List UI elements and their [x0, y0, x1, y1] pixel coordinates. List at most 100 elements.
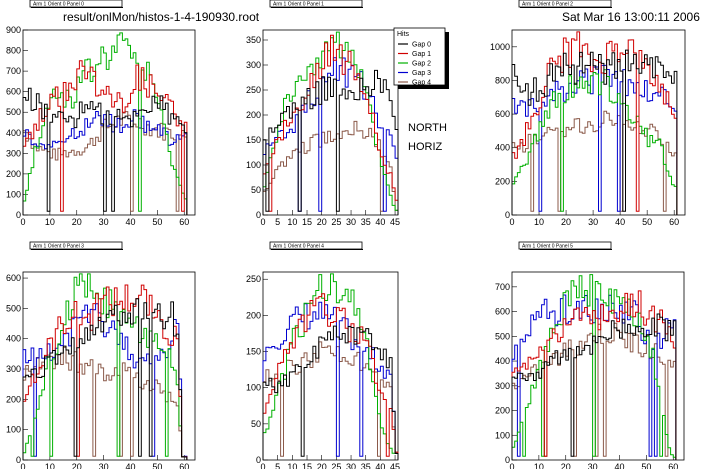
y-tick-label: 800 — [6, 46, 21, 56]
y-tick-label: 150 — [246, 135, 261, 145]
y-tick-label: 250 — [246, 274, 261, 284]
series-gap-2 — [511, 69, 678, 215]
plot-frame — [262, 29, 399, 216]
y-tick-label: 100 — [246, 383, 261, 393]
series-gap-1 — [511, 290, 677, 460]
x-tick-label: 30 — [99, 217, 109, 227]
timestamp: Sat Mar 16 13:00:11 2006 — [562, 10, 700, 24]
x-tick-label: 40 — [375, 217, 385, 227]
y-tick-label: 400 — [495, 143, 510, 153]
legend-entry: Gap 2 — [412, 61, 431, 68]
x-tick-label: 60 — [179, 462, 189, 469]
x-tick-label: 0 — [260, 462, 265, 469]
x-tick-label: 50 — [152, 217, 162, 227]
file-label: result/onlMon/histos-1-4-190930.root — [63, 10, 260, 24]
series-gap-4 — [262, 120, 399, 215]
series-gap-0 — [262, 69, 399, 215]
y-tick-label: 800 — [495, 75, 510, 85]
series-gap-1 — [22, 284, 188, 460]
x-tick-label: 35 — [361, 217, 371, 227]
y-tick-label: 100 — [246, 160, 261, 170]
x-tick-label: 20 — [561, 217, 571, 227]
legend-entry: Gap 1 — [412, 51, 431, 58]
y-tick-label: 200 — [6, 394, 21, 404]
x-tick-label: 20 — [72, 217, 82, 227]
x-tick-label: 0 — [20, 462, 25, 469]
y-tick-label: 0 — [256, 455, 261, 465]
y-tick-label: 1000 — [490, 42, 510, 52]
x-tick-label: 40 — [125, 462, 135, 469]
x-tick-label: 30 — [588, 462, 598, 469]
x-tick-label: 45 — [390, 217, 400, 227]
x-tick-label: 50 — [152, 462, 162, 469]
series-gap-0 — [22, 87, 188, 215]
y-tick-label: 200 — [495, 406, 510, 416]
y-tick-label: 700 — [6, 66, 21, 76]
y-tick-label: 700 — [495, 282, 510, 292]
y-tick-label: 0 — [16, 455, 21, 465]
x-tick-label: 5 — [275, 217, 280, 227]
x-tick-label: 50 — [641, 462, 651, 469]
legend-entry: Gap 0 — [412, 42, 431, 49]
y-tick-label: 400 — [6, 334, 21, 344]
x-tick-label: 5 — [275, 462, 280, 469]
y-tick-label: 200 — [495, 176, 510, 186]
y-tick-label: 900 — [6, 25, 21, 35]
y-tick-label: 400 — [6, 128, 21, 138]
y-tick-label: 100 — [6, 189, 21, 199]
y-tick-label: 0 — [505, 455, 510, 465]
y-tick-label: 250 — [246, 85, 261, 95]
x-tick-label: 40 — [375, 462, 385, 469]
x-tick-label: 30 — [588, 217, 598, 227]
x-tick-label: 25 — [331, 462, 341, 469]
x-tick-label: 10 — [287, 462, 297, 469]
x-tick-label: 60 — [668, 462, 678, 469]
y-tick-label: 50 — [251, 185, 261, 195]
y-tick-label: 500 — [6, 303, 21, 313]
x-tick-label: 0 — [20, 217, 25, 227]
x-tick-label: 45 — [390, 462, 400, 469]
y-tick-label: 350 — [246, 35, 261, 45]
y-tick-label: 300 — [6, 148, 21, 158]
series-gap-0 — [511, 313, 677, 460]
panel-1: Arm 1 Orient 0 Panel 10 5 10 15 20 25 30 35 40 45… — [246, 0, 400, 227]
x-tick-label: 10 — [45, 462, 55, 469]
x-tick-label: 40 — [614, 462, 624, 469]
series-gap-2 — [262, 273, 399, 460]
legend-entry: Gap 3 — [412, 70, 431, 77]
panel-title: Arm 1 Orient 0 Panel 1 — [273, 1, 324, 7]
panel-2: Arm 1 Orient 0 Panel 20 10 20 30 40 50 6002004… — [490, 0, 686, 227]
y-tick-label: 300 — [6, 364, 21, 374]
x-tick-label: 0 — [509, 462, 514, 469]
x-tick-label: 20 — [317, 217, 327, 227]
panel-title: Arm 1 Orient 0 Panel 5 — [522, 243, 573, 249]
y-tick-label: 0 — [16, 210, 21, 220]
legend-entry: Gap 4 — [412, 80, 431, 87]
y-tick-label: 500 — [6, 107, 21, 117]
x-tick-label: 40 — [615, 217, 625, 227]
panel-title: Arm 1 Orient 0 Panel 4 — [273, 243, 324, 249]
x-tick-label: 20 — [72, 462, 82, 469]
x-tick-label: 10 — [534, 217, 544, 227]
panel-5: Arm 1 Orient 0 Panel 50 10 20 30 40 50 6001002… — [495, 241, 685, 469]
series-gap-2 — [511, 274, 677, 460]
x-tick-label: 40 — [125, 217, 135, 227]
y-tick-label: 200 — [6, 169, 21, 179]
y-tick-label: 100 — [6, 425, 21, 435]
x-tick-label: 0 — [260, 217, 265, 227]
x-tick-label: 20 — [317, 462, 327, 469]
x-tick-label: 60 — [179, 217, 189, 227]
y-tick-label: 500 — [495, 331, 510, 341]
panel-title: Arm 1 Orient 0 Panel 3 — [33, 243, 84, 249]
annotation-horiz: HORIZ — [408, 141, 443, 153]
y-tick-label: 200 — [246, 110, 261, 120]
y-tick-label: 600 — [6, 87, 21, 97]
y-tick-label: 200 — [246, 310, 261, 320]
x-tick-label: 10 — [45, 217, 55, 227]
series-gap-1 — [511, 31, 678, 215]
x-tick-label: 30 — [346, 217, 356, 227]
series-gap-1 — [262, 293, 399, 460]
y-tick-label: 300 — [495, 381, 510, 391]
series-gap-0 — [262, 325, 399, 460]
